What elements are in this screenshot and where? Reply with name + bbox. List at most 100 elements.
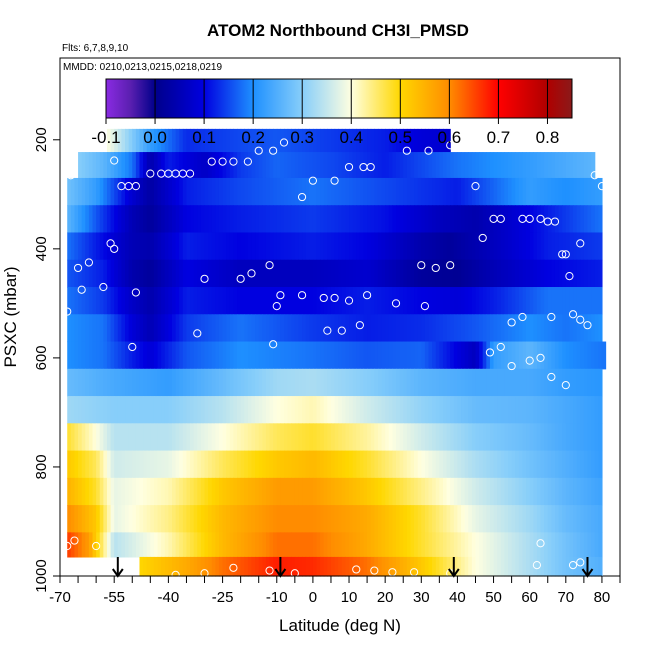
heatmap-cell	[255, 287, 260, 315]
heatmap-cell	[576, 152, 581, 179]
heatmap-cell	[258, 341, 263, 370]
heatmap-cell	[511, 477, 516, 506]
heatmap-cell	[435, 341, 440, 370]
heatmap-cell	[457, 287, 462, 315]
heatmap-cell	[377, 477, 383, 506]
heatmap-cell	[280, 287, 285, 315]
heatmap-cell	[153, 368, 159, 397]
heatmap-cell	[190, 368, 195, 397]
heatmap-cell	[117, 232, 123, 261]
heatmap-cell	[182, 450, 188, 479]
heatmap-cell	[367, 205, 372, 234]
heatmap-cell	[468, 152, 473, 179]
heatmap-cell	[121, 314, 126, 343]
heatmap-cell	[421, 556, 426, 577]
heatmap-cell	[334, 128, 339, 153]
heatmap-cell	[186, 396, 191, 424]
heatmap-cell	[359, 368, 365, 397]
heatmap-cell	[511, 450, 516, 479]
heatmap-cell	[533, 532, 538, 558]
heatmap-cell	[182, 396, 188, 424]
heatmap-cell	[323, 205, 328, 234]
heatmap-cell	[341, 477, 347, 506]
heatmap-cell	[280, 556, 285, 577]
heatmap-cell	[504, 450, 509, 479]
heatmap-cell	[381, 505, 386, 533]
heatmap-cell	[569, 532, 574, 558]
heatmap-cell	[247, 450, 253, 479]
heatmap-cell	[522, 477, 527, 506]
heatmap-cell	[302, 505, 307, 533]
data-point	[536, 214, 545, 223]
data-point	[532, 560, 542, 570]
heatmap-cell	[515, 450, 520, 479]
heatmap-cell	[363, 232, 368, 261]
heatmap-cell	[327, 450, 332, 479]
heatmap-cell	[392, 532, 397, 558]
data-point	[485, 348, 495, 357]
heatmap-cell	[103, 314, 108, 343]
heatmap-cell	[287, 232, 292, 261]
heatmap-cell	[489, 423, 495, 452]
heatmap-cell	[229, 177, 235, 206]
heatmap-cell	[128, 368, 133, 397]
heatmap-cell	[598, 450, 603, 479]
heatmap-cell	[576, 423, 581, 452]
heatmap-cell	[269, 232, 274, 261]
heatmap-cell	[421, 532, 426, 558]
heatmap-cell	[497, 341, 502, 370]
heatmap-cell	[190, 341, 195, 370]
heatmap-cell	[464, 205, 469, 234]
heatmap-cell	[482, 341, 487, 370]
heatmap-cell	[78, 423, 83, 452]
data-point	[265, 261, 274, 270]
heatmap-cell	[316, 396, 321, 424]
heatmap-cell	[96, 314, 101, 343]
heatmap-cell	[403, 341, 408, 370]
heatmap-cell	[594, 532, 599, 558]
heatmap-cell	[132, 205, 137, 234]
y-tick-label: 600	[33, 345, 50, 370]
heatmap-cell	[168, 477, 173, 506]
heatmap-cell	[583, 450, 589, 479]
heatmap-cell	[475, 532, 480, 558]
heatmap-cell	[370, 152, 375, 179]
heatmap-cell	[96, 423, 101, 452]
heatmap-cell	[551, 177, 556, 206]
heatmap-cell	[330, 477, 336, 506]
heatmap-cell	[99, 532, 104, 558]
heatmap-cell	[471, 423, 477, 452]
data-point	[352, 565, 361, 574]
heatmap-cell	[475, 152, 480, 179]
heatmap-cell	[265, 396, 271, 424]
heatmap-cell	[345, 314, 350, 343]
heatmap-cell	[233, 450, 238, 479]
heatmap-cell	[511, 532, 516, 558]
heatmap-cell	[381, 532, 386, 558]
heatmap-cell	[85, 368, 90, 397]
heatmap-cell	[392, 368, 397, 397]
heatmap-cell	[294, 450, 300, 479]
heatmap-cell	[359, 152, 365, 179]
heatmap-cell	[312, 423, 318, 452]
heatmap-cell	[226, 152, 231, 179]
heatmap-cell	[70, 205, 76, 234]
heatmap-cell	[193, 423, 198, 452]
heatmap-cell	[226, 314, 231, 343]
heatmap-cell	[92, 205, 97, 234]
heatmap-cell	[85, 450, 90, 479]
heatmap-cell	[406, 128, 412, 153]
heatmap-cell	[302, 532, 307, 558]
heatmap-cell	[114, 152, 119, 179]
heatmap-cell	[74, 232, 79, 261]
heatmap-cell	[269, 205, 274, 234]
heatmap-cell	[302, 423, 307, 452]
heatmap-cell	[287, 532, 292, 558]
data-point	[254, 146, 263, 155]
heatmap-cell	[392, 287, 397, 315]
heatmap-cell	[410, 368, 415, 397]
heatmap-cell	[255, 450, 260, 479]
heatmap-cell	[457, 152, 462, 179]
heatmap-cell	[457, 368, 462, 397]
heatmap-cell	[349, 314, 354, 343]
